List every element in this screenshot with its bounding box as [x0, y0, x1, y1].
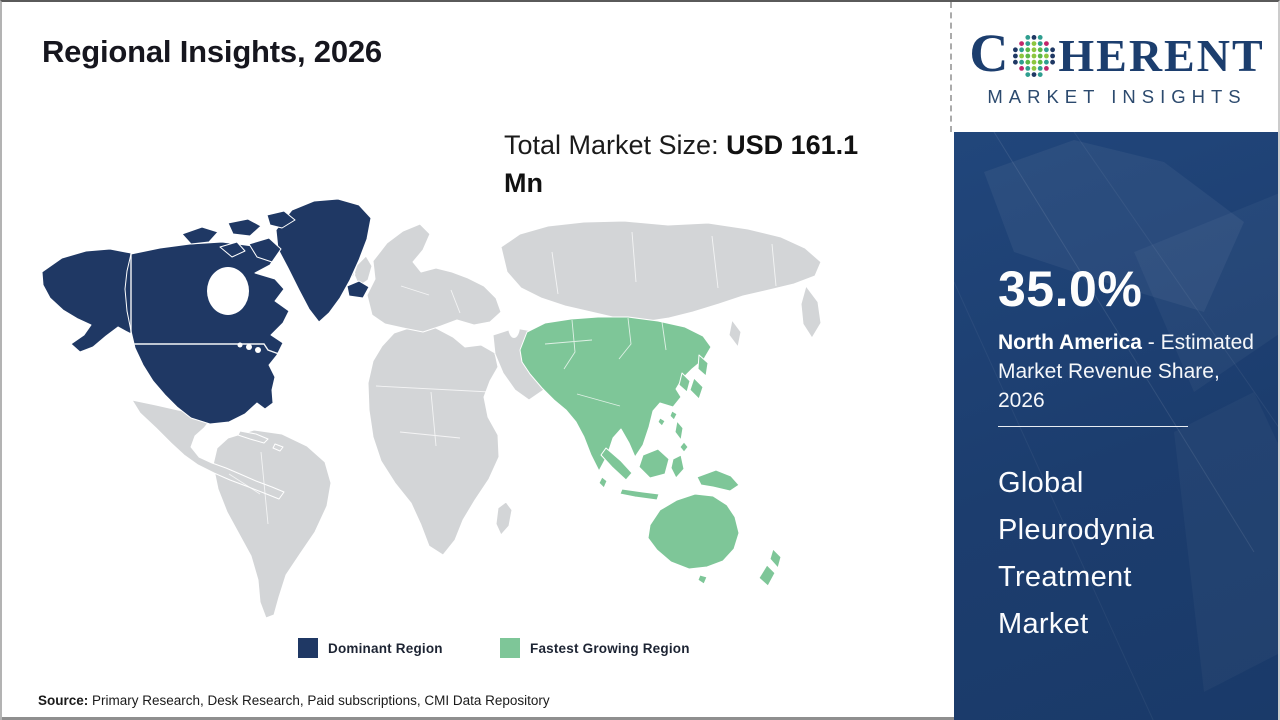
legend: Dominant Region Fastest Growing Region: [2, 638, 954, 662]
region-north-america-iceland: [346, 280, 370, 299]
region-asia-pacific-japan: [689, 354, 709, 400]
legend-swatch-dominant: [298, 638, 318, 658]
region-asia-pacific-new-zealand: [758, 548, 782, 587]
bottom-border: [2, 717, 954, 720]
region-north-america-mainland: [124, 241, 290, 425]
total-market-size-value: USD 161.1 Mn: [504, 130, 859, 198]
landmass-caribbean: [237, 430, 284, 452]
brand-logo-band: C HERENT MARKET INSIGHTS: [950, 2, 1278, 132]
region-asia-pacific-borneo: [638, 448, 670, 479]
market-name-line: Treatment: [998, 561, 1132, 593]
revenue-share-region: North America: [998, 331, 1142, 354]
region-north-america-alaska: [41, 248, 132, 353]
revenue-share-value: 35.0%: [998, 261, 1143, 317]
region-asia-pacific-taiwan-hainan: [657, 410, 678, 427]
region-asia-pacific-tasmania: [697, 574, 708, 585]
revenue-share-description: North America - Estimated Market Revenue…: [998, 328, 1254, 415]
region-asia-pacific-australia: [647, 493, 740, 570]
market-name-line: Global: [998, 467, 1084, 499]
market-name-line: Market: [998, 608, 1089, 640]
world-map: [32, 194, 832, 624]
region-asia-pacific-philippines: [674, 420, 689, 453]
region-asia-pacific-new-guinea: [696, 469, 740, 492]
legend-item-dominant: Dominant Region: [298, 638, 443, 658]
legend-swatch-fastest: [500, 638, 520, 658]
sidebar-divider: [998, 426, 1188, 427]
total-market-size: Total Market Size: USD 161.1 Mn: [504, 126, 904, 202]
market-name: Global Pleurodynia Treatment Market: [998, 460, 1154, 648]
market-name-line: Pleurodynia: [998, 514, 1155, 546]
logo-subtitle: MARKET INSIGHTS: [987, 86, 1247, 107]
page-title: Regional Insights, 2026: [42, 34, 382, 69]
region-north-america-arctic-islands: [181, 210, 296, 263]
logo-letters-herent: HERENT: [1058, 30, 1265, 81]
source-label: Source:: [38, 693, 89, 708]
region-asia-pacific-sulawesi: [670, 454, 685, 479]
source-note: Source: Primary Research, Desk Research,…: [38, 693, 550, 708]
world-map-svg: [41, 198, 822, 619]
revenue-share-caption: - Estimated Market Revenue Share, 2026: [998, 331, 1254, 412]
source-text: Primary Research, Desk Research, Paid su…: [88, 693, 550, 708]
highlight-sidebar: 35.0% North America - Estimated Market R…: [954, 132, 1278, 720]
landmass-south-america: [212, 429, 332, 619]
legend-item-fastest: Fastest Growing Region: [500, 638, 690, 658]
map-country-borders-faint: [228, 231, 777, 525]
region-north-america-greenland: [275, 198, 372, 323]
landmass-africa: [367, 325, 500, 556]
total-market-size-label: Total Market Size:: [504, 130, 727, 160]
region-asia-pacific-java: [619, 488, 660, 501]
landmass-madagascar: [495, 501, 513, 536]
landmass-russia-far-east: [728, 285, 822, 348]
legend-label-dominant: Dominant Region: [328, 640, 443, 656]
legend-label-fastest: Fastest Growing Region: [530, 640, 690, 656]
region-asia-pacific-sumatra: [600, 447, 633, 481]
landmass-europe: [366, 223, 502, 333]
logo-letter-c: C: [969, 23, 1011, 83]
dotted-globe-icon: [1013, 35, 1056, 77]
region-asia-pacific-mainland: [519, 316, 712, 472]
region-asia-pacific-korea: [678, 372, 691, 393]
brand-logo: C HERENT: [969, 26, 1264, 80]
region-asia-pacific-sri-lanka: [598, 476, 608, 489]
landmass-russia: [500, 220, 822, 323]
map-water-details: [207, 267, 520, 353]
map-country-borders: [130, 253, 280, 355]
